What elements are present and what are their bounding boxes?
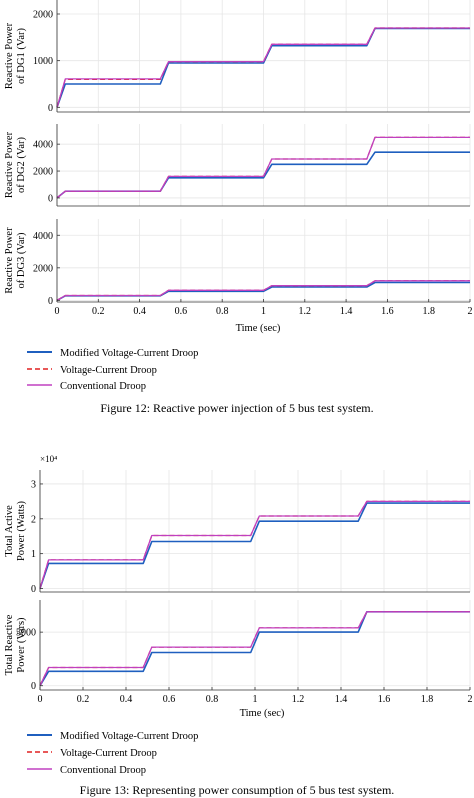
x-tick-label: 0.4 [120, 694, 133, 705]
y-tick-label: 4000 [33, 231, 53, 242]
x-tick-label: 1.2 [292, 694, 305, 705]
y-axis-label: Power (Watts) [16, 500, 27, 561]
y-tick-label: 1 [31, 549, 36, 560]
y-tick-label: 2000 [33, 10, 53, 21]
x-tick-label: 1.6 [378, 694, 391, 705]
y-axis-label: Reactive Power [4, 227, 15, 294]
legend-label-modified: Modified Voltage-Current Droop [60, 348, 198, 359]
x-tick-label: 0.4 [133, 306, 146, 317]
panel-1: 0 1000 2000 Reactive Power of DG1 (Var) [4, 0, 471, 114]
panel-2: 0 2000 4000 Reactive Power of DG2 (Var) [4, 124, 471, 207]
series-line-conventional [56, 280, 470, 301]
fig13-legend: Modified Voltage-Current Droop Voltage-C… [27, 731, 198, 776]
fig13-caption: Figure 13: Representing power consumptio… [80, 783, 395, 797]
x-tick-label: 0.2 [92, 306, 105, 317]
y-tick-label: 5000 [16, 628, 36, 639]
y-tick-label: 3 [31, 479, 36, 490]
y-axis-label: Power (Vars) [16, 617, 27, 673]
fig12-caption: Figure 12: Reactive power injection of 5… [100, 401, 373, 415]
y-axis-label: Total Reactive [4, 614, 15, 675]
x-tick-label: 0 [55, 306, 60, 317]
x-tick-label: 1.4 [335, 694, 348, 705]
series-line-conventional [39, 611, 470, 686]
y-tick-label: 0 [48, 296, 53, 307]
series-line-modified [39, 610, 470, 687]
y-tick-label: 0 [31, 584, 36, 595]
x-tick-label: 1.4 [340, 306, 353, 317]
x-tick-label: 0.6 [163, 694, 176, 705]
series-line-conventional [56, 27, 470, 108]
y-tick-label: 2000 [33, 167, 53, 178]
x-tick-label: 1 [261, 306, 266, 317]
y-axis-label: Reactive Power [4, 131, 15, 198]
series-line-conventional [56, 136, 470, 199]
y-axis-label: of DG1 (Var) [16, 28, 27, 84]
y-tick-label: 0 [48, 103, 53, 114]
series-line-modified [39, 502, 470, 589]
fig13-xlabel: Time (sec) [240, 708, 285, 719]
x-tick-label: 1.8 [422, 306, 435, 317]
x-tick-label: 1 [253, 694, 258, 705]
y-axis-label: of DG3 (Var) [16, 232, 27, 288]
x-tick-label: 1.8 [421, 694, 434, 705]
y-axis-label: Total Active [4, 505, 15, 557]
series-line-conventional [39, 500, 470, 589]
y-tick-label: 0 [48, 193, 53, 204]
legend-label-conventional: Conventional Droop [60, 765, 146, 776]
x-tick-label: 0 [38, 694, 43, 705]
x-tick-label: 0.6 [175, 306, 188, 317]
panel-5: 0 5000 0 0.2 0.4 0.6 0.8 1 1.2 1.4 1.6 1.8 2 Total Re… [4, 600, 473, 705]
x-tick-label: 0.8 [216, 306, 229, 317]
y-scale-label: ×10⁴ [40, 454, 57, 464]
x-tick-label: 0.8 [206, 694, 219, 705]
y-tick-label: 0 [31, 681, 36, 692]
legend-label-modified: Modified Voltage-Current Droop [60, 731, 198, 742]
x-tick-label: 0.2 [77, 694, 90, 705]
y-tick-label: 1000 [33, 56, 53, 67]
fig12-legend: Modified Voltage-Current Droop Voltage-C… [27, 348, 198, 392]
panel-4: 0 1 2 3 Total Active Power (Watts) ×10⁴ [4, 454, 471, 595]
y-axis-label: of DG2 (Var) [16, 137, 27, 193]
x-tick-label: 2 [468, 694, 473, 705]
panel-3: 0 2000 4000 0 0.2 0.4 0.6 0.8 1 1.2 1.4 1.6 1.8 2 Reac… [4, 219, 473, 317]
legend-label-vc: Voltage-Current Droop [60, 748, 157, 759]
x-tick-label: 1.6 [381, 306, 394, 317]
x-tick-label: 1.2 [299, 306, 312, 317]
legend-label-conventional: Conventional Droop [60, 381, 146, 392]
y-axis-label: Reactive Power [4, 22, 15, 89]
fig12-xlabel: Time (sec) [236, 323, 281, 334]
y-tick-label: 4000 [33, 140, 53, 151]
legend-label-vc: Voltage-Current Droop [60, 365, 157, 376]
y-tick-label: 2000 [33, 263, 53, 274]
y-tick-label: 2 [31, 514, 36, 525]
x-tick-label: 2 [468, 306, 473, 317]
